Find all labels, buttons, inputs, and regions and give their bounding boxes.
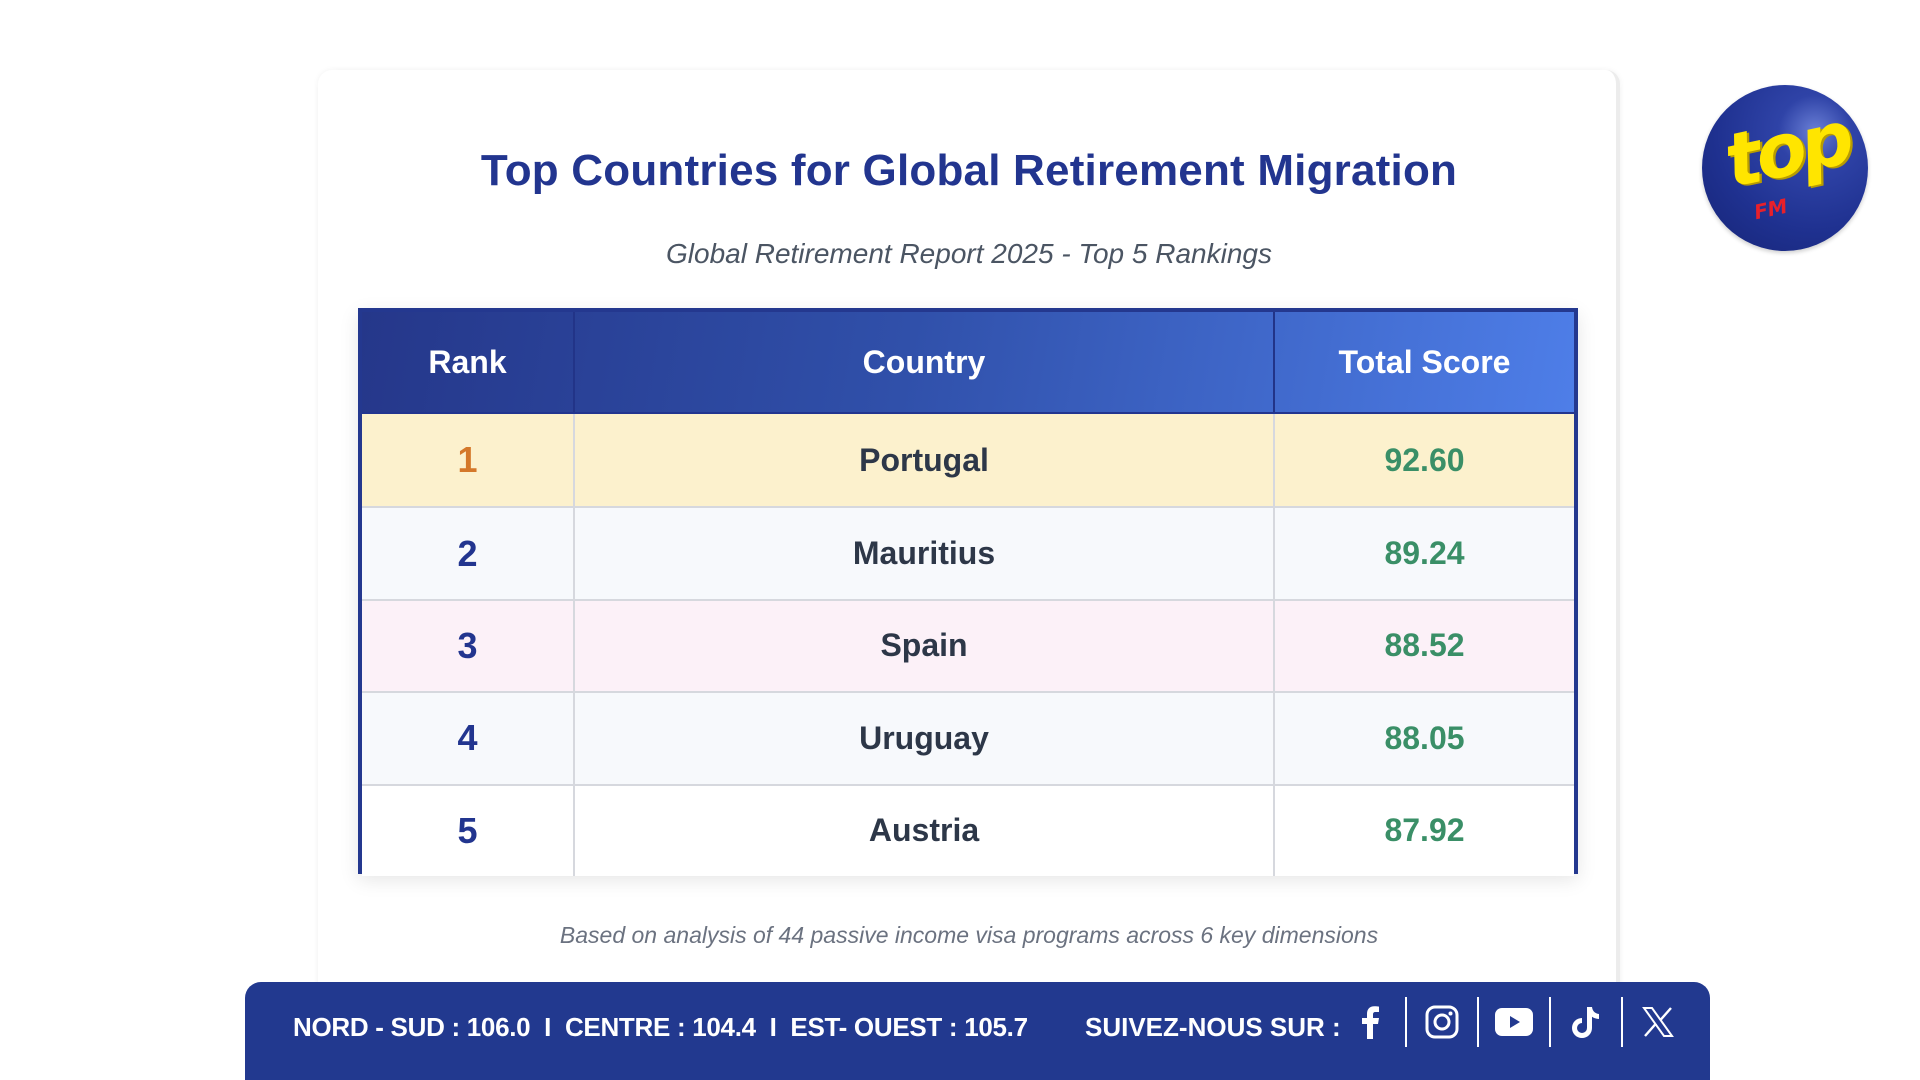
methodology-footnote: Based on analysis of 44 passive income v… (559, 922, 1379, 948)
score-cell: 88.52 (1384, 627, 1465, 664)
x-icon[interactable] (1633, 998, 1683, 1046)
score-cell: 88.05 (1384, 719, 1465, 756)
facebook-icon[interactable] (1345, 998, 1395, 1046)
score-cell: 92.60 (1384, 441, 1465, 478)
rank-cell: 3 (362, 600, 575, 692)
table-row: 4 Uruguay 88.05 (362, 691, 1574, 784)
table-body: 1 Portugal 92.60 2 Mauritius 89.24 3 Spa… (362, 414, 1574, 876)
instagram-icon[interactable] (1417, 998, 1467, 1046)
separator (1477, 997, 1479, 1047)
logo-wordmark: top (1717, 95, 1857, 205)
top-fm-logo: top FM (1702, 85, 1868, 251)
country-cell: Spain (575, 600, 1275, 692)
column-header-total-score: Total Score (1338, 343, 1511, 380)
country-cell: Austria (575, 785, 1275, 876)
table-header: Rank Country Total Score (362, 312, 1574, 414)
follow-us-label: SUIVEZ-NOUS SUR : (1085, 1012, 1341, 1042)
frequency-list: NORD - SUD : 106.0 I CENTRE : 104.4 I ES… (293, 1012, 1028, 1042)
separator (1549, 997, 1551, 1047)
table-row: 1 Portugal 92.60 (362, 414, 1574, 507)
table-row: 5 Austria 87.92 (362, 783, 1574, 876)
rank-cell: 5 (362, 785, 575, 876)
footer-bar: NORD - SUD : 106.0 I CENTRE : 104.4 I ES… (245, 982, 1710, 1080)
page-title: Top Countries for Global Retirement Migr… (480, 146, 1458, 195)
youtube-icon[interactable] (1489, 998, 1539, 1046)
country-cell: Portugal (575, 414, 1275, 507)
tiktok-icon[interactable] (1561, 998, 1611, 1046)
country-cell: Mauritius (575, 508, 1275, 599)
rankings-table: Rank Country Total Score 1 Portugal 92.6… (358, 308, 1578, 876)
score-cell: 87.92 (1384, 812, 1465, 849)
rank-cell: 4 (362, 693, 575, 784)
page-subtitle: Global Retirement Report 2025 - Top 5 Ra… (666, 238, 1272, 269)
column-header-rank: Rank (362, 312, 575, 412)
column-header-country: Country (575, 312, 1275, 412)
table-row: 2 Mauritius 89.24 (362, 506, 1574, 599)
social-links (1345, 992, 1683, 1052)
country-cell: Uruguay (575, 693, 1275, 784)
rank-cell: 2 (362, 508, 575, 599)
separator (1621, 997, 1623, 1047)
score-cell: 89.24 (1384, 535, 1465, 572)
rank-cell: 1 (362, 414, 575, 507)
separator (1405, 997, 1407, 1047)
table-row: 3 Spain 88.52 (362, 598, 1574, 692)
